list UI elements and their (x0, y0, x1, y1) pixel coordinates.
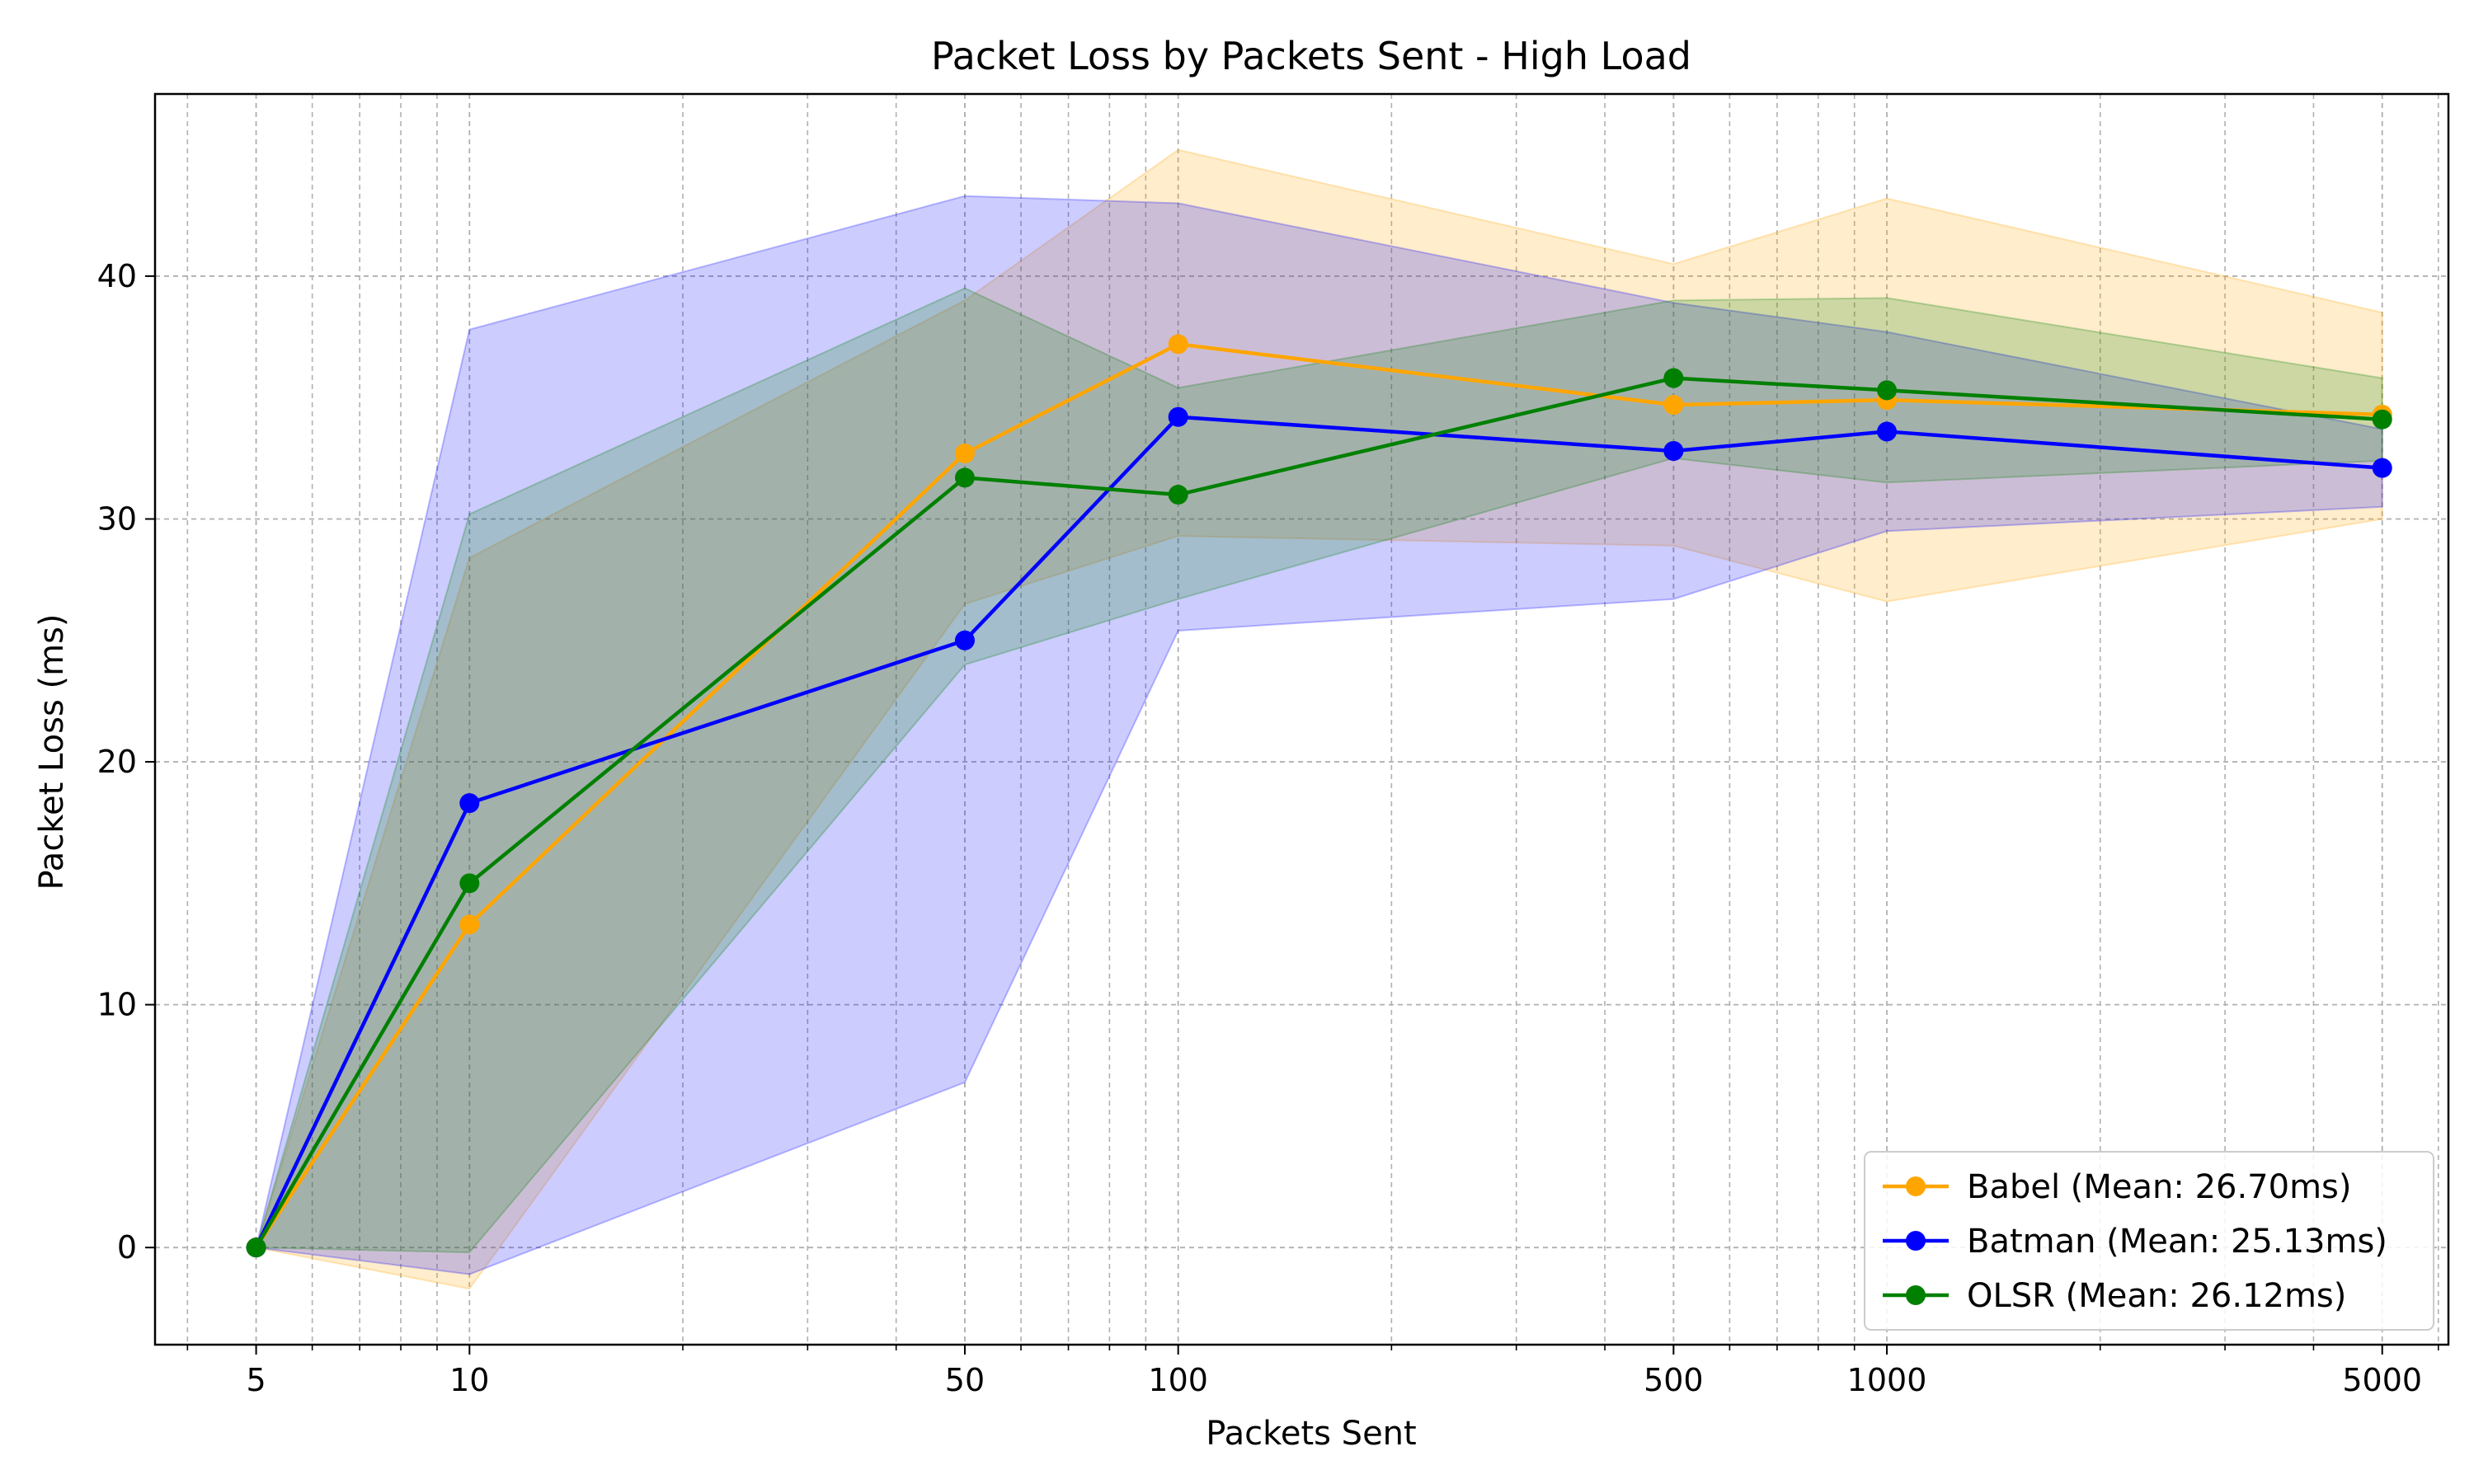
chart-title: Packet Loss by Packets Sent - High Load (931, 34, 1691, 78)
confidence-bands (255, 148, 2383, 1290)
x-tick-label: 50 (945, 1362, 985, 1398)
y-tick-label: 0 (117, 1229, 137, 1266)
legend-swatch-marker (1906, 1285, 1926, 1305)
data-point (459, 873, 480, 894)
data-point (1168, 485, 1188, 505)
plot-frame (153, 92, 2450, 1346)
data-point (954, 630, 975, 650)
legend-entry: Batman (Mean: 25.13ms) (1967, 1223, 2387, 1261)
data-point (1663, 395, 1684, 416)
data-point (2372, 458, 2392, 478)
major-gridlines (155, 94, 2448, 1345)
legend-entry: Babel (Mean: 26.70ms) (1967, 1168, 2351, 1206)
data-point (1168, 334, 1188, 355)
x-tick-label: 500 (1644, 1362, 1704, 1398)
legend-box (1864, 1151, 2434, 1331)
x-tick-label: 5000 (2342, 1362, 2422, 1398)
x-tick-label: 100 (1148, 1362, 1208, 1398)
y-tick-label: 40 (97, 258, 137, 294)
y-tick-label: 20 (97, 744, 137, 780)
axis-ticks: 5 10 50 100 500 1000 5000 0 10 20 30 40 (97, 258, 2439, 1398)
data-point (246, 1237, 266, 1258)
data-point (2372, 409, 2392, 430)
legend-swatch-marker (1906, 1176, 1926, 1196)
data-point (1168, 406, 1188, 427)
x-axis-label: Packets Sent (1206, 1415, 1416, 1453)
legend-swatch-marker (1906, 1231, 1926, 1251)
x-tick-label: 5 (247, 1362, 266, 1398)
x-tick-label: 10 (449, 1362, 489, 1398)
x-tick-label: 1000 (1847, 1362, 1927, 1398)
data-point (954, 443, 975, 463)
data-point (1877, 421, 1898, 442)
data-point (954, 467, 975, 488)
data-point (1663, 368, 1684, 388)
data-point (1663, 441, 1684, 462)
y-tick-label: 10 (97, 987, 137, 1023)
series-markers (246, 334, 2392, 1258)
y-axis-label: Packet Loss (ms) (33, 613, 71, 890)
data-point (459, 793, 480, 814)
data-point (459, 914, 480, 935)
legend-entry: OLSR (Mean: 26.12ms) (1967, 1277, 2346, 1315)
legend: Babel (Mean: 26.70ms) Batman (Mean: 25.13… (1864, 1151, 2434, 1331)
data-point (1877, 380, 1898, 401)
y-tick-label: 30 (97, 500, 137, 537)
